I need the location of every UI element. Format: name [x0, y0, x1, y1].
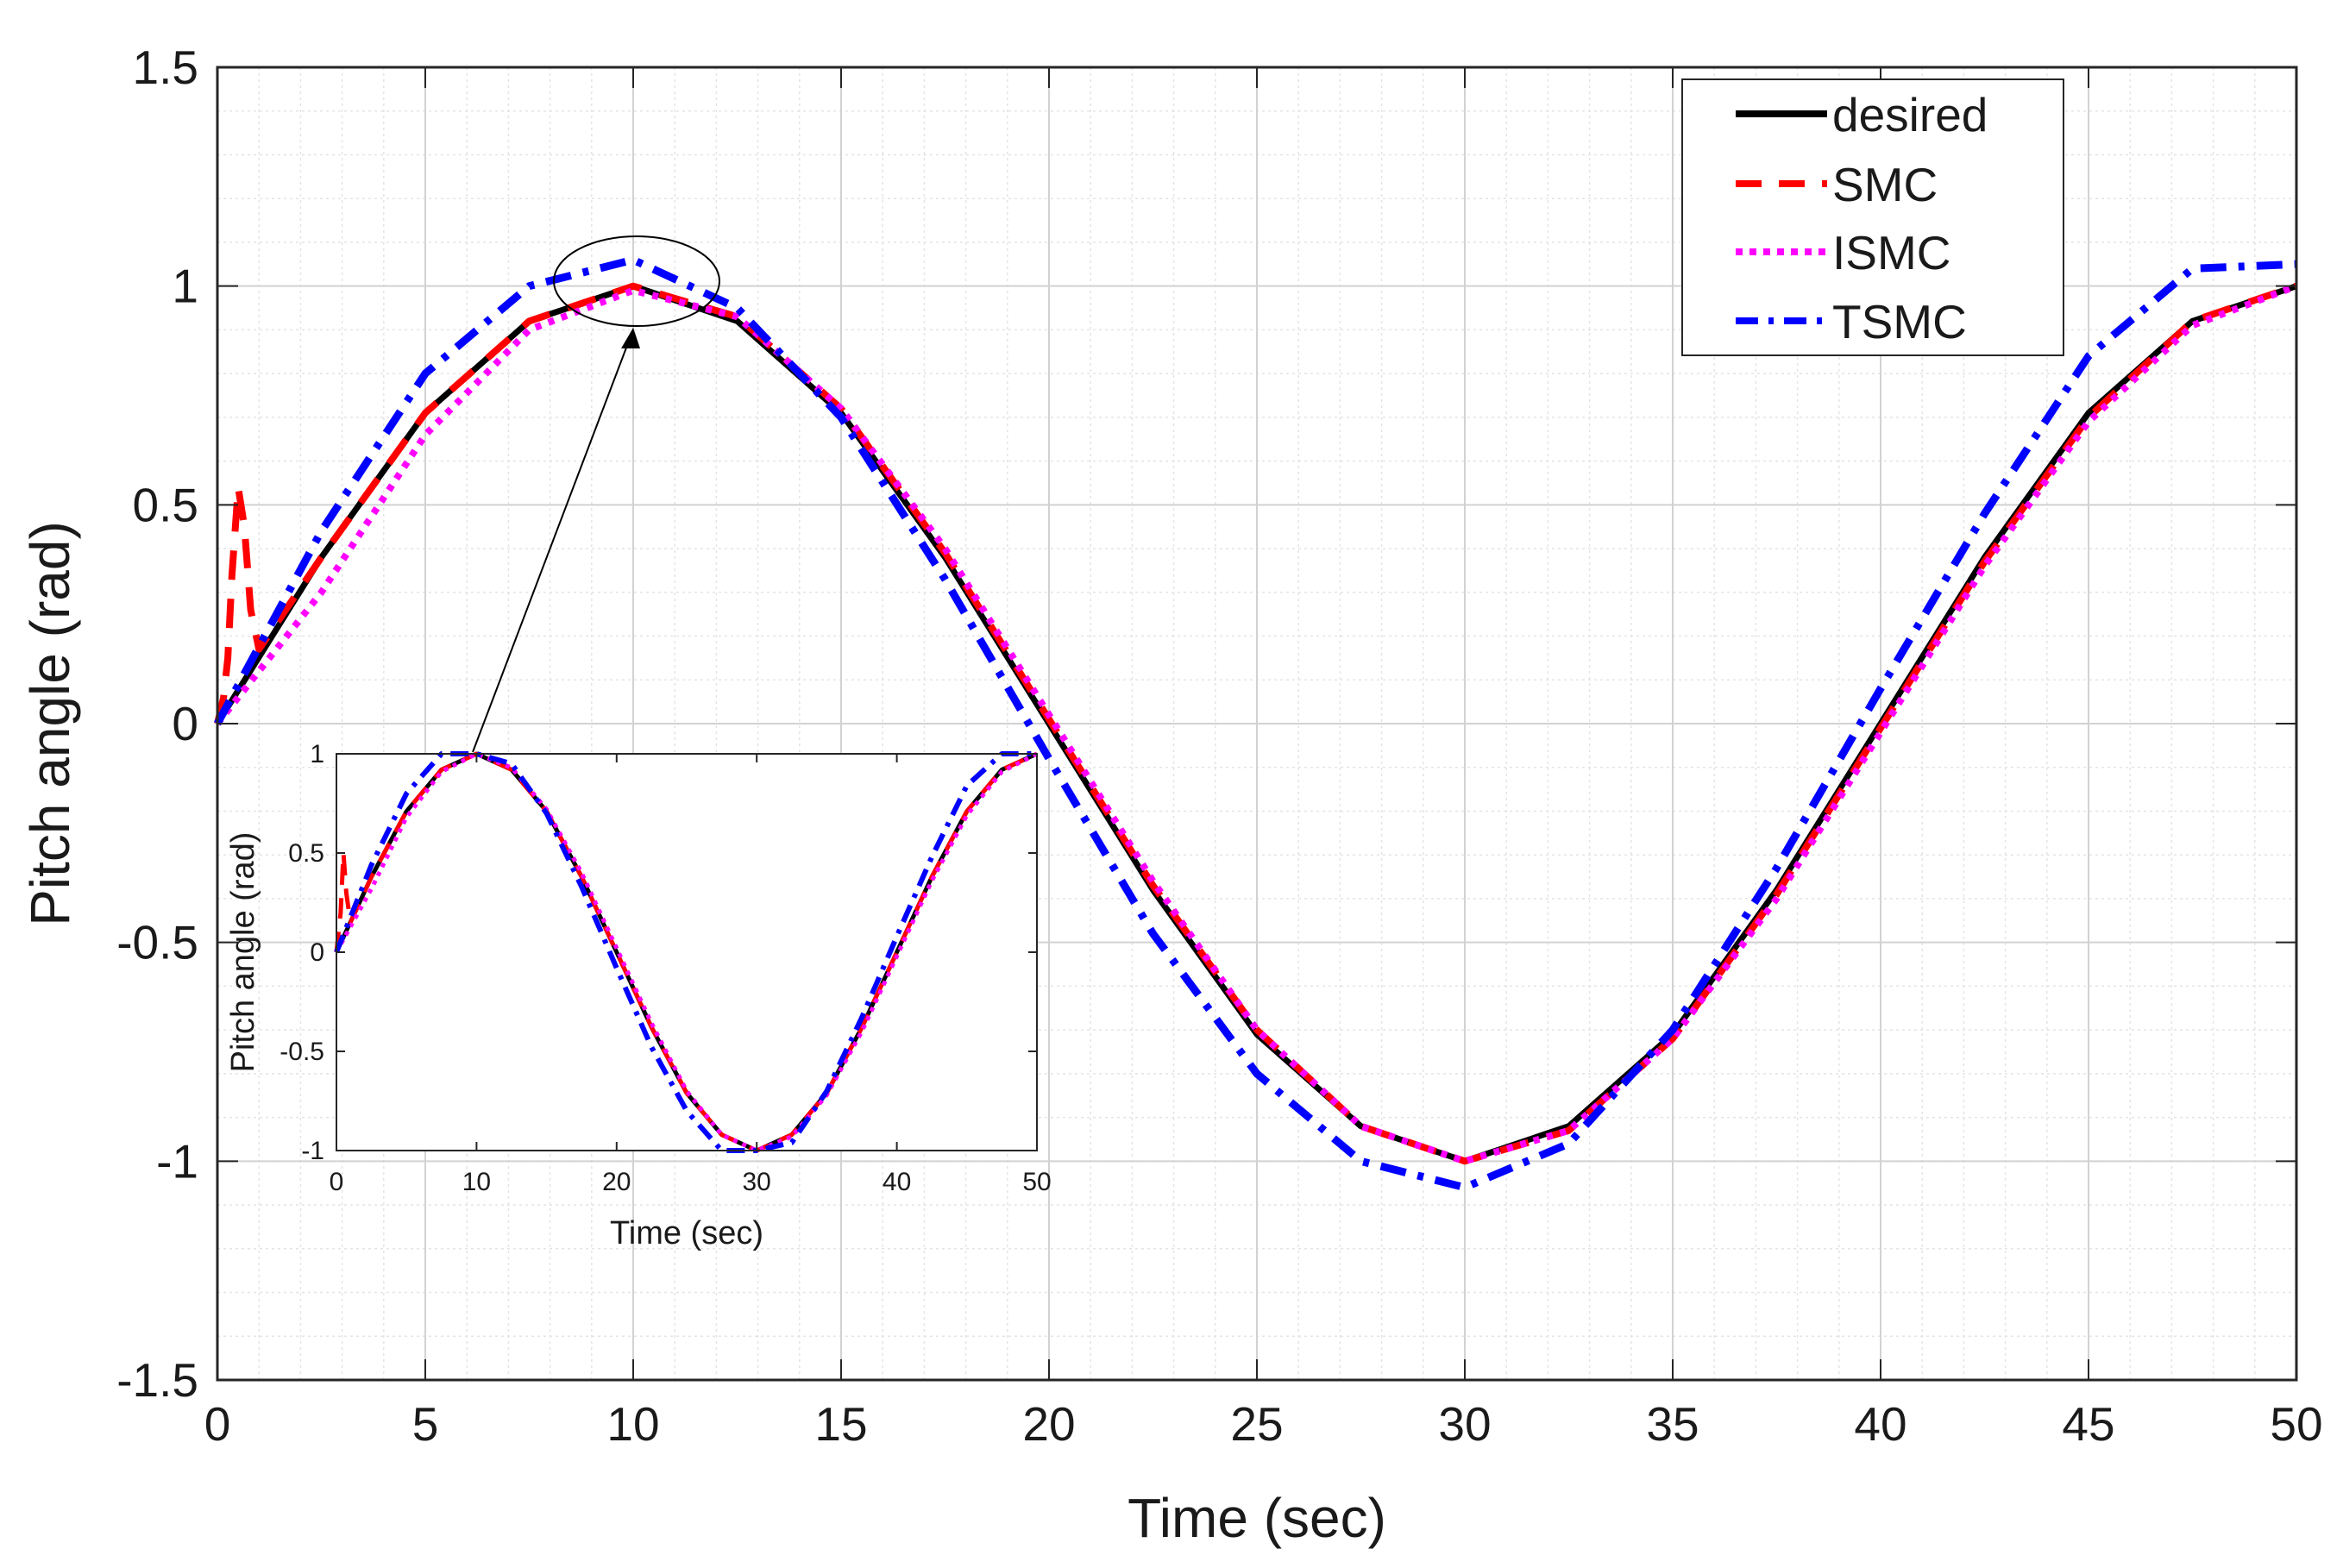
inset-ylabel: Pitch angle (rad) — [225, 832, 261, 1073]
legend-box — [1681, 78, 2064, 356]
main-line-tsmc — [214, 255, 2297, 1192]
callout-arrowhead-icon — [621, 328, 640, 348]
legend-label-tsmc: TSMC — [1832, 295, 1967, 348]
main-xtick-label: 10 — [606, 1397, 659, 1451]
main-xtick-label: 5 — [412, 1397, 439, 1451]
main-xtick-label: 50 — [2270, 1397, 2322, 1451]
inset-xlabel: Time (sec) — [610, 1215, 763, 1251]
main-xtick-label: 45 — [2062, 1397, 2114, 1451]
legend-label-ismc: ISMC — [1832, 226, 1951, 279]
main-series-lines — [214, 255, 2298, 1192]
main-xtick-label: 35 — [1646, 1397, 1699, 1451]
inset-plot-area — [336, 754, 1037, 1151]
main-xtick-label: 30 — [1438, 1397, 1491, 1451]
inset-xtick-label: 40 — [883, 1168, 911, 1196]
inset-ytick-label: -0.5 — [280, 1038, 324, 1066]
main-ytick-label: 1 — [172, 260, 198, 313]
main-xlabel: Time (sec) — [1128, 1487, 1386, 1549]
main-ytick-label: -1 — [156, 1134, 198, 1188]
main-ytick-label: 0.5 — [133, 478, 198, 531]
inset-ytick-label: 0 — [310, 938, 324, 967]
inset-ytick-label: 1 — [310, 740, 324, 768]
inset-xtick-label: 20 — [602, 1168, 631, 1196]
legend-label-smc: SMC — [1832, 158, 1938, 211]
main-ytick-label: 0 — [172, 697, 198, 750]
main-line-smc — [214, 282, 2298, 1165]
inset-xtick-label: 50 — [1022, 1168, 1051, 1196]
inset-xtick-label: 30 — [743, 1168, 771, 1196]
main-xtick-label: 15 — [814, 1397, 867, 1451]
inset-xtick-label: 10 — [462, 1168, 491, 1196]
inset-line-ismc — [334, 751, 1039, 1153]
inset-axes: 0 10 20 30 40 50 -1 -0.5 0 0.5 1 Time (sec) Pitch … — [225, 740, 1052, 1251]
inset-ytick-label: -1 — [301, 1137, 324, 1165]
main-ticks: 0 5 10 15 20 25 30 35 40 45 50-1.5-1-0.500.511.5 — [116, 41, 2322, 1451]
inset-ticks: 0 10 20 30 40 50 -1 -0.5 0 0.5 1 — [280, 740, 1051, 1196]
main-ytick-label: -0.5 — [116, 916, 198, 969]
main-ylabel: Pitch angle (rad) — [19, 521, 81, 926]
inset-xtick-label: 0 — [330, 1168, 344, 1196]
main-line-ismc — [214, 282, 2298, 1165]
main-xtick-label: 25 — [1230, 1397, 1283, 1451]
peak-callout-ellipse — [553, 235, 720, 327]
main-ytick-label: 1.5 — [133, 41, 198, 94]
main-xtick-label: 0 — [204, 1397, 231, 1451]
legend-label-desired: desired — [1832, 88, 1988, 141]
main-xtick-label: 20 — [1022, 1397, 1075, 1451]
main-ytick-label: -1.5 — [116, 1353, 198, 1407]
legend: desired SMC ISMC TSMC — [1681, 78, 2064, 356]
callout-arrow-line — [472, 336, 631, 753]
main-xtick-label: 40 — [1854, 1397, 1906, 1451]
inset-ytick-label: 0.5 — [288, 839, 324, 868]
